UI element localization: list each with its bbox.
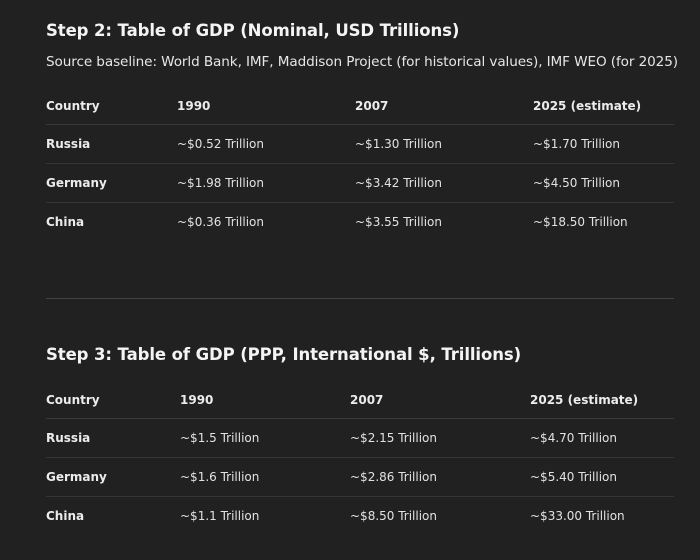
gdp-2007-cell: ~$2.86 Trillion	[350, 457, 530, 497]
column-header-1990: 1990	[177, 87, 355, 125]
gdp-1990-cell: ~$1.98 Trillion	[177, 163, 355, 203]
country-cell: Russia	[46, 418, 180, 458]
column-header-1990: 1990	[180, 381, 350, 419]
ppp-gdp-table: Country 1990 2007 2025 (estimate) Russia…	[46, 381, 674, 535]
column-header-country: Country	[46, 381, 180, 419]
country-cell: China	[46, 215, 85, 229]
column-header-2007: 2007	[350, 381, 530, 419]
table-header-row: Country 1990 2007 2025 (estimate)	[46, 87, 674, 125]
column-header-2025: 2025 (estimate)	[533, 87, 674, 125]
table-row: Germany ~$1.98 Trillion ~$3.42 Trillion …	[46, 163, 674, 203]
ppp-gdp-heading: Step 3: Table of GDP (PPP, International…	[46, 345, 522, 364]
table-row: China ~$0.36 Trillion ~$3.55 Trillion ~$…	[46, 203, 674, 242]
gdp-2025-cell: ~$4.70 Trillion	[530, 418, 674, 458]
gdp-2007-cell: ~$8.50 Trillion	[350, 509, 438, 523]
gdp-2025-cell: ~$33.00 Trillion	[530, 509, 625, 523]
gdp-1990-cell: ~$0.52 Trillion	[177, 124, 355, 164]
gdp-2025-cell: ~$4.50 Trillion	[533, 163, 674, 203]
nominal-gdp-table: Country 1990 2007 2025 (estimate) Russia…	[46, 87, 674, 241]
country-cell: Germany	[46, 457, 180, 497]
table-row: Russia ~$1.5 Trillion ~$2.15 Trillion ~$…	[46, 418, 674, 458]
gdp-2007-cell: ~$3.42 Trillion	[355, 163, 533, 203]
column-header-country: Country	[46, 87, 177, 125]
column-header-2025: 2025 (estimate)	[530, 381, 674, 419]
table-row: Russia ~$0.52 Trillion ~$1.30 Trillion ~…	[46, 124, 674, 164]
gdp-2025-cell: ~$1.70 Trillion	[533, 124, 674, 164]
country-cell: Germany	[46, 163, 177, 203]
gdp-1990-cell: ~$0.36 Trillion	[177, 215, 265, 229]
gdp-2025-cell: ~$5.40 Trillion	[530, 457, 674, 497]
column-header-2007: 2007	[355, 87, 533, 125]
country-cell: China	[46, 509, 85, 523]
table-row: Germany ~$1.6 Trillion ~$2.86 Trillion ~…	[46, 457, 674, 497]
gdp-2025-cell: ~$18.50 Trillion	[533, 215, 628, 229]
section-divider	[46, 298, 674, 299]
gdp-1990-cell: ~$1.1 Trillion	[180, 509, 260, 523]
gdp-2007-cell: ~$1.30 Trillion	[355, 124, 533, 164]
gdp-1990-cell: ~$1.6 Trillion	[180, 457, 350, 497]
gdp-1990-cell: ~$1.5 Trillion	[180, 418, 350, 458]
gdp-2007-cell: ~$3.55 Trillion	[355, 215, 443, 229]
country-cell: Russia	[46, 124, 177, 164]
table-header-row: Country 1990 2007 2025 (estimate)	[46, 381, 674, 419]
source-note: Source baseline: World Bank, IMF, Maddis…	[46, 54, 678, 70]
gdp-2007-cell: ~$2.15 Trillion	[350, 418, 530, 458]
nominal-gdp-heading: Step 2: Table of GDP (Nominal, USD Trill…	[46, 21, 460, 40]
table-row: China ~$1.1 Trillion ~$8.50 Trillion ~$3…	[46, 497, 674, 536]
